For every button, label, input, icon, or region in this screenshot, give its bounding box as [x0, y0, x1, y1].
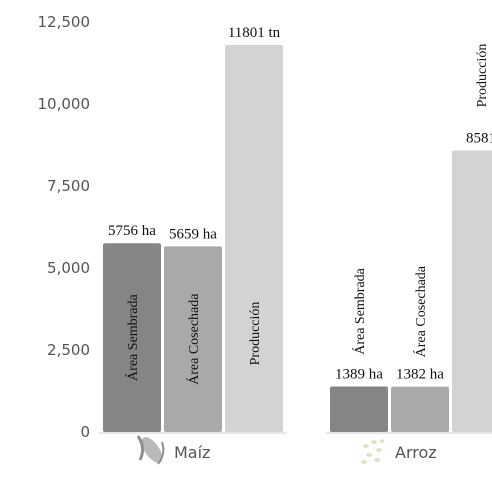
corn-icon	[136, 435, 165, 465]
rice-icon	[361, 439, 385, 464]
bar-name-label: Área Cosechada	[185, 293, 202, 385]
y-tick-label: 12,500	[38, 13, 91, 31]
data-label: 5659 ha	[169, 226, 217, 242]
data-label: 1389 ha	[335, 366, 383, 382]
bar-maíz-0	[103, 243, 161, 432]
y-tick-label: 0	[80, 423, 90, 441]
data-label: 11801 tn	[228, 25, 281, 41]
bar-name-label: Área Cosechada	[412, 265, 429, 357]
bar-name-label: Producción	[248, 302, 263, 366]
data-label: 5756 ha	[108, 223, 156, 239]
bar-arroz-1	[391, 386, 449, 432]
bar-arroz-0	[330, 386, 388, 432]
y-axis: 0 2,500 5,000 7,500 10,000 12,500	[38, 13, 91, 441]
bar-name-label: Producción	[475, 44, 490, 108]
bar-arroz-2	[452, 150, 492, 432]
category-label: Arroz	[395, 443, 437, 462]
data-label: 8581	[466, 131, 492, 147]
y-tick-label: 7,500	[47, 177, 90, 195]
bar-name-label: Área Sembrada	[351, 267, 368, 354]
y-tick-label: 5,000	[47, 259, 90, 277]
bar-name-label: Área Sembrada	[124, 293, 141, 380]
y-tick-label: 10,000	[38, 95, 91, 113]
bar-maíz-1	[164, 246, 222, 432]
bar-maíz-2	[225, 44, 283, 433]
data-label: 1382 ha	[396, 367, 444, 383]
category-label: Maíz	[174, 443, 210, 462]
y-tick-label: 2,500	[47, 341, 90, 359]
category-icons	[136, 435, 385, 465]
bars-group: 5756 ha Área Sembrada 5659 ha Área Cosechad…	[99, 25, 492, 462]
